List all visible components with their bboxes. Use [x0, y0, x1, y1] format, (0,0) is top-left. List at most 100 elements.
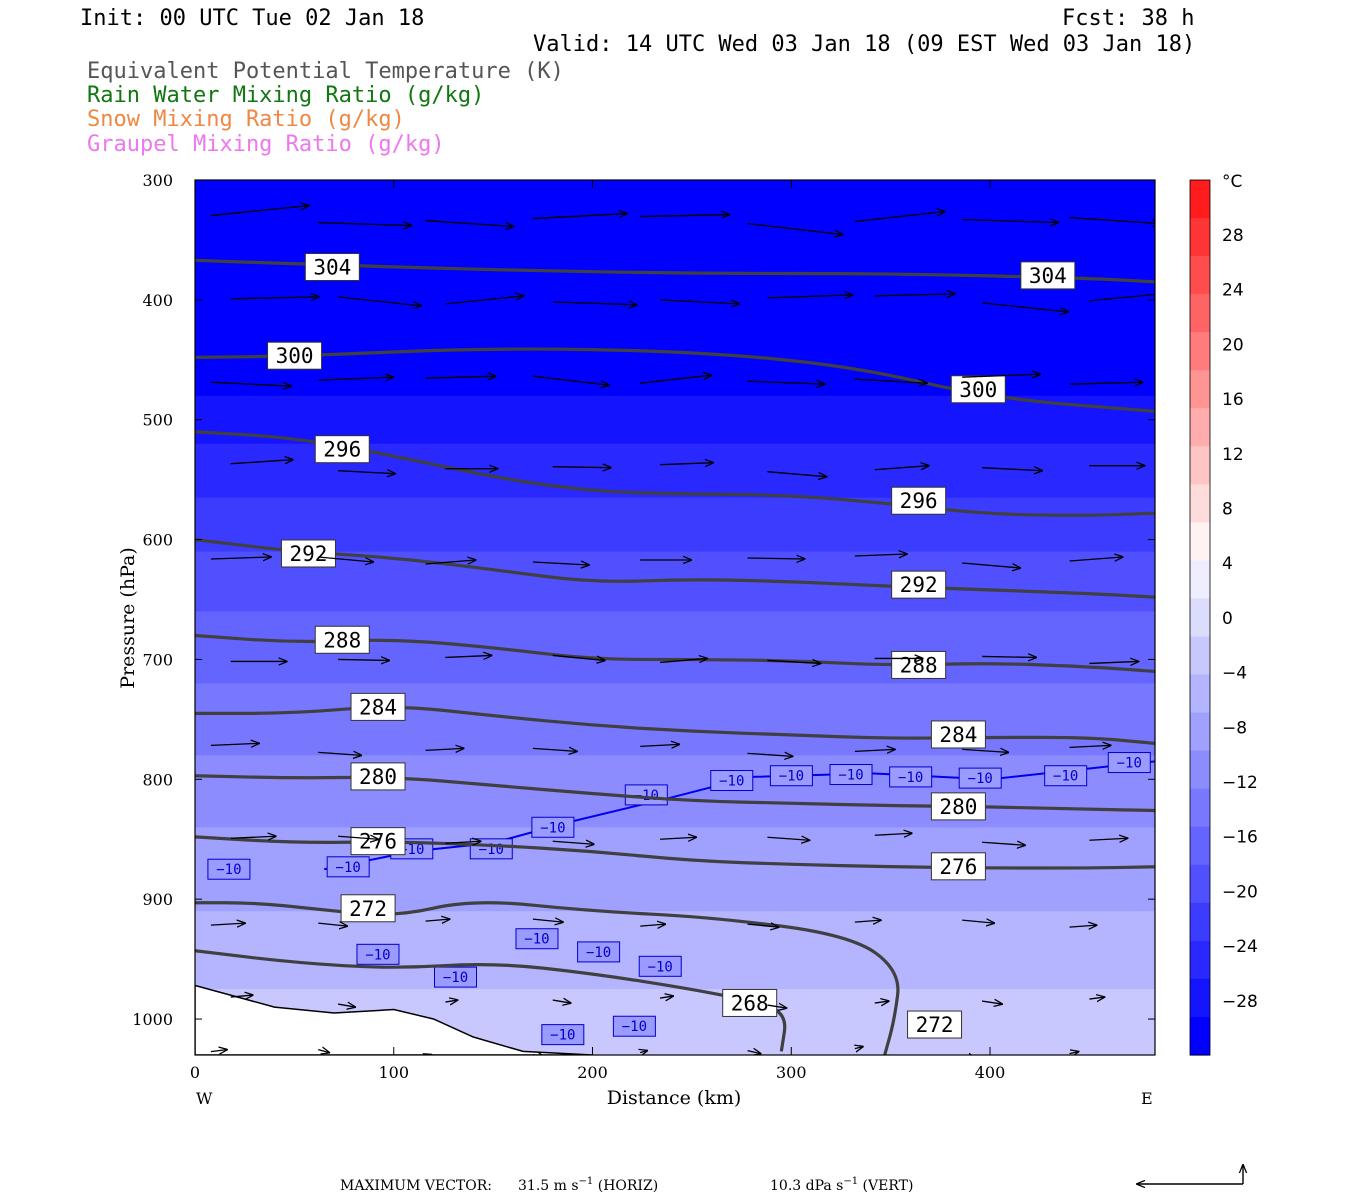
theta-e-label-296: 296: [891, 486, 947, 515]
svg-text:280: 280: [359, 765, 397, 789]
svg-text:−10: −10: [1117, 756, 1142, 772]
isotherm-label: −10: [1044, 765, 1088, 787]
x-tick-label: 0: [190, 1063, 200, 1082]
y-tick-label: 800: [142, 770, 173, 789]
colorbar-swatch: [1190, 902, 1210, 942]
y-tick-label: 400: [142, 291, 173, 310]
y-tick-label: 500: [142, 411, 173, 430]
wind-vector: [962, 562, 1020, 568]
svg-text:−10: −10: [216, 862, 241, 878]
colorbar-swatch: [1190, 826, 1210, 866]
colorbar-label: −8: [1222, 718, 1247, 738]
colorbar-swatch: [1190, 978, 1210, 1018]
wind-vector: [640, 1051, 647, 1053]
isotherm-label: −10: [958, 767, 1002, 789]
colorbar-label: −24: [1222, 937, 1258, 957]
field-title-graupel: Graupel Mixing Ratio (g/kg): [87, 132, 445, 157]
colorbar: 28 24 20 16 12 8 4 0 −4 −8 −12 −16 −20 −24 −28: [1189, 179, 1258, 1056]
wind-vector: [532, 214, 627, 220]
wind-vector: [874, 1001, 889, 1003]
wind-vector: [532, 919, 563, 922]
isotherm-label: −10: [1107, 752, 1151, 774]
colorbar-swatch: [1190, 788, 1210, 828]
wind-vector: [532, 748, 577, 751]
theta-e-contours: 304 304 300 300 296 296 292 292 288 288 284 284 280 2…: [195, 253, 1155, 1055]
colorbar-label: 0: [1222, 609, 1233, 629]
theta-e-label-272: 272: [907, 1010, 963, 1039]
west-label: W: [196, 1089, 213, 1108]
x-tick-label: 300: [776, 1063, 807, 1082]
wind-vector: [532, 375, 609, 385]
temperature-band: [195, 497, 1155, 553]
plot-frame: [194, 179, 1156, 1056]
wind-vector: [962, 920, 994, 923]
wind-vector: [210, 1050, 227, 1052]
colorbar-unit: °C: [1222, 172, 1242, 192]
y-axis-label: Pressure (hPa): [117, 547, 139, 689]
plot-area: −10 −10 −10 −10 −10 −10 −10 −10 −10 −10 −10 −10 −10 −…: [195, 180, 1155, 1055]
wind-vector: [962, 374, 1040, 377]
svg-text:−10: −10: [838, 768, 863, 784]
colorbar-swatch: [1190, 864, 1210, 904]
svg-text:288: 288: [900, 653, 938, 677]
wind-vector: [318, 556, 373, 562]
svg-text:−10: −10: [634, 788, 659, 804]
wind-vector: [338, 659, 389, 660]
wind-vector: [982, 302, 1068, 312]
wind-vector: [445, 841, 480, 843]
theta-e-label-284: 284: [930, 720, 986, 749]
svg-text:304: 304: [1029, 264, 1067, 288]
svg-text:284: 284: [939, 723, 977, 747]
wind-vector: [338, 296, 421, 306]
theta-e-label-304: 304: [1020, 261, 1076, 290]
colorbar-swatch: [1190, 408, 1210, 447]
wind-vector: [552, 841, 594, 844]
wind-vector: [874, 833, 912, 835]
wind-vector: [210, 381, 291, 386]
svg-text:280: 280: [939, 795, 977, 819]
wind-vector: [1069, 216, 1155, 224]
colorbar-label: 12: [1222, 445, 1244, 465]
isotherm-label: −10: [889, 766, 933, 788]
colorbar-label: 16: [1222, 390, 1244, 410]
wind-vector: [767, 837, 809, 840]
wind-vector: [747, 222, 843, 235]
x-tick-label: 200: [577, 1063, 608, 1082]
wind-vector: [210, 923, 245, 925]
isotherm-label: −10: [541, 1024, 585, 1046]
wind-vector: [767, 471, 826, 477]
wind-vector: [747, 558, 805, 559]
x-axis-ticks: 0 100 200 300 400: [190, 180, 1005, 1082]
colorbar-swatch: [1190, 560, 1210, 600]
field-title-theta-e: Equivalent Potential Temperature (K): [87, 59, 564, 84]
isotherm-label: −10: [326, 856, 370, 878]
wind-vector: [1069, 925, 1097, 927]
isotherm-label: −10: [829, 764, 873, 786]
y-tick-label: 1000: [132, 1010, 173, 1029]
colorbar-swatch: [1190, 332, 1210, 371]
wind-vector: [338, 471, 395, 474]
wind-vector: [747, 753, 793, 756]
wind-vector: [318, 923, 347, 926]
y-tick-label: 900: [142, 890, 173, 909]
wind-vector: [445, 655, 491, 657]
x-tick-label: 400: [975, 1063, 1006, 1082]
svg-text:300: 300: [276, 344, 314, 368]
wind-vector: [660, 837, 696, 839]
colorbar-swatch: [1190, 218, 1210, 257]
colorbar-frame: [1189, 179, 1211, 1056]
wind-vector: [767, 1005, 786, 1008]
colorbar-label: 24: [1222, 281, 1244, 301]
colorbar-label: −16: [1222, 828, 1258, 848]
isotherm-label: −10: [769, 765, 813, 787]
svg-text:−10: −10: [336, 860, 361, 876]
wind-vector: [982, 656, 1036, 657]
colorbar-swatch: [1190, 370, 1210, 409]
colorbar-swatch: [1190, 750, 1210, 790]
isotherm-label: −10: [531, 816, 575, 838]
wind-vector: [552, 467, 611, 468]
theta-e-label-268: 268: [722, 988, 778, 1017]
colorbar-swatch: [1190, 1016, 1210, 1056]
svg-text:−10: −10: [550, 1028, 575, 1044]
wind-vector: [337, 1004, 355, 1007]
